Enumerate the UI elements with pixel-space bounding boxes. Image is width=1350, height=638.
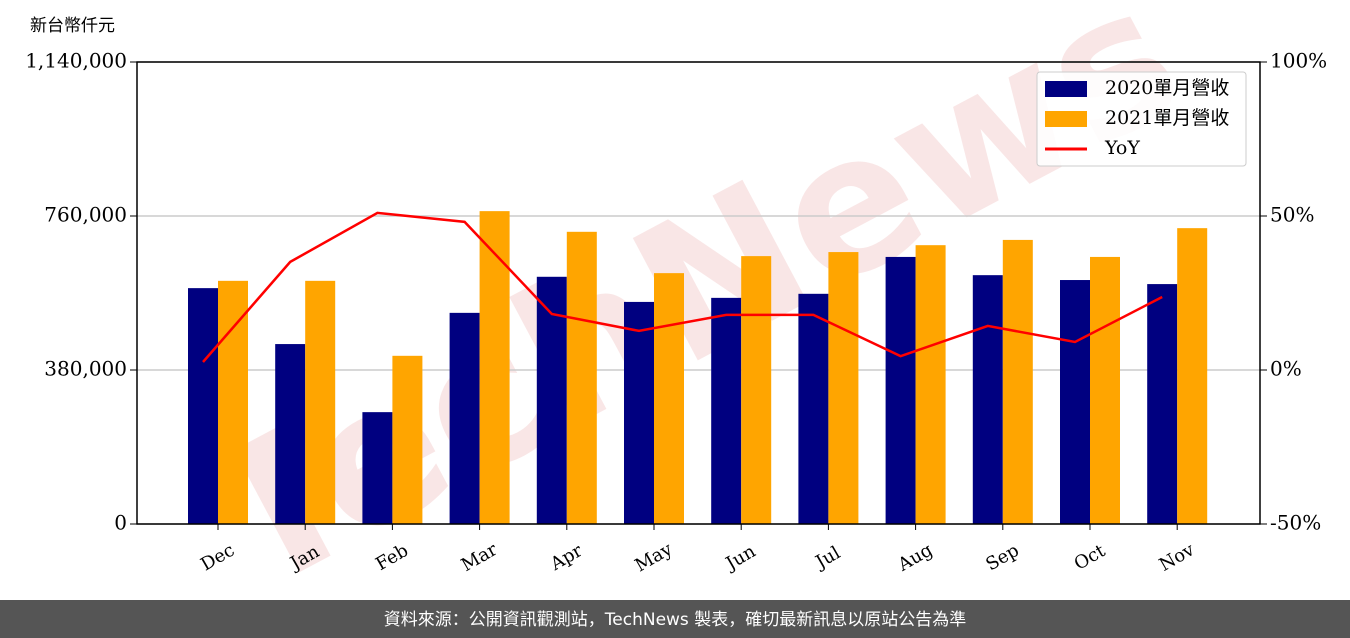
y2-tick-label: 100% (1270, 49, 1327, 73)
x-tick-label: Nov (1156, 539, 1199, 576)
bar (624, 301, 654, 524)
bar (218, 280, 248, 524)
y2-tick-label: 0% (1270, 357, 1302, 381)
bar (915, 245, 946, 524)
bar (1090, 256, 1120, 524)
bar (188, 288, 218, 524)
y2-tick-label: 50% (1270, 203, 1314, 227)
legend-label: 2020單月營收 (1105, 77, 1229, 99)
bar (362, 412, 393, 524)
footer-text: 資料來源：公開資訊觀測站，TechNews 製表，確切最新訊息以原站公告為準 (384, 610, 966, 630)
x-tick-label: Jun (721, 541, 760, 576)
legend-box (1036, 71, 1247, 167)
bar (566, 231, 597, 524)
y-tick-label: 760,000 (44, 203, 127, 227)
y-axis-label: 新台幣仟元 (30, 16, 115, 36)
bar (1177, 228, 1208, 524)
bar (828, 252, 859, 524)
line (202, 211, 1163, 363)
x-tick-label: Mar (458, 539, 502, 576)
bar (392, 355, 423, 524)
bar (654, 273, 684, 524)
bar (741, 256, 772, 524)
bar (885, 256, 916, 524)
bar (536, 276, 567, 524)
bar (305, 280, 336, 524)
footer-bar (0, 600, 1350, 638)
y-tick-label: 0 (114, 511, 127, 535)
x-tick-label: Sep (982, 540, 1022, 575)
y2-tick-label: -50% (1270, 511, 1321, 535)
bar (972, 275, 1003, 524)
x-tick-label: Jul (811, 542, 845, 574)
y-tick-label: 380,000 (44, 357, 127, 381)
bar (275, 344, 306, 524)
bar (1060, 280, 1090, 524)
legend-swatch (1045, 111, 1087, 127)
bar (1147, 284, 1178, 524)
bar (798, 293, 829, 524)
legend-swatch (1045, 81, 1087, 97)
y-tick-label: 1,140,000 (25, 49, 127, 73)
x-tick-label: May (631, 538, 676, 576)
plot-frame (136, 61, 1261, 525)
bar (479, 211, 510, 524)
x-tick-label: Aug (894, 539, 937, 576)
x-tick-label: Oct (1071, 540, 1110, 575)
x-tick-label: Apr (546, 540, 586, 575)
bar (1002, 239, 1033, 524)
bar (449, 312, 480, 524)
legend-label: 2021單月營收 (1105, 107, 1229, 129)
bar (711, 297, 742, 524)
legend-label: YoY (1104, 137, 1140, 159)
